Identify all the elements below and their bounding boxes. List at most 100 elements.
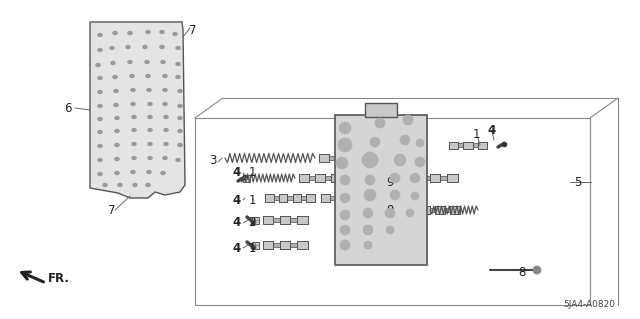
Circle shape	[370, 137, 380, 147]
Bar	[252, 217, 259, 224]
Bar	[280, 241, 291, 249]
Circle shape	[386, 226, 394, 234]
Circle shape	[364, 189, 376, 201]
Ellipse shape	[163, 128, 168, 132]
Text: 6: 6	[64, 101, 72, 115]
Circle shape	[375, 118, 385, 128]
Bar	[274, 196, 279, 200]
Bar	[472, 144, 478, 146]
Circle shape	[411, 192, 419, 200]
Ellipse shape	[159, 45, 164, 49]
Polygon shape	[90, 22, 185, 198]
Bar	[435, 206, 445, 214]
Text: FR.: FR.	[48, 272, 70, 286]
Text: 4: 4	[233, 241, 241, 255]
Ellipse shape	[95, 63, 100, 67]
Ellipse shape	[97, 104, 102, 108]
Bar	[351, 154, 361, 162]
Ellipse shape	[125, 45, 131, 49]
Bar	[365, 103, 397, 117]
Text: 4: 4	[233, 167, 241, 180]
Bar	[273, 243, 280, 247]
Bar	[335, 194, 344, 202]
Text: 9: 9	[387, 204, 394, 217]
Text: 9: 9	[387, 176, 394, 189]
Ellipse shape	[161, 60, 166, 64]
Bar	[299, 174, 309, 182]
Ellipse shape	[163, 74, 168, 78]
Ellipse shape	[145, 183, 150, 187]
Ellipse shape	[97, 90, 102, 94]
Circle shape	[415, 157, 425, 167]
Bar	[280, 216, 291, 224]
Ellipse shape	[163, 142, 168, 146]
Ellipse shape	[118, 183, 122, 187]
Ellipse shape	[97, 117, 102, 121]
Ellipse shape	[175, 46, 180, 50]
Text: 4: 4	[233, 217, 241, 229]
Text: 8: 8	[518, 265, 525, 278]
Circle shape	[340, 210, 350, 220]
Ellipse shape	[97, 158, 102, 162]
Bar	[252, 241, 259, 249]
Ellipse shape	[143, 45, 147, 49]
Ellipse shape	[175, 75, 180, 79]
Bar	[420, 206, 429, 214]
Ellipse shape	[127, 31, 132, 35]
Ellipse shape	[147, 88, 152, 92]
Bar	[265, 194, 274, 202]
Ellipse shape	[163, 88, 168, 92]
Circle shape	[340, 240, 350, 250]
Bar	[262, 216, 273, 224]
Text: 4: 4	[488, 123, 496, 137]
Ellipse shape	[97, 33, 102, 37]
Ellipse shape	[147, 170, 152, 174]
Circle shape	[364, 241, 372, 249]
Circle shape	[385, 208, 395, 218]
Circle shape	[339, 122, 351, 134]
Text: 5: 5	[574, 175, 582, 189]
Bar	[478, 142, 487, 149]
Bar	[429, 208, 435, 212]
Ellipse shape	[177, 104, 182, 108]
Bar	[301, 196, 307, 200]
Circle shape	[362, 152, 378, 168]
Ellipse shape	[129, 74, 134, 78]
Ellipse shape	[177, 89, 182, 93]
Bar	[273, 218, 280, 222]
Ellipse shape	[131, 170, 136, 174]
Ellipse shape	[131, 115, 136, 119]
Bar	[423, 176, 429, 180]
Bar	[291, 218, 297, 222]
Circle shape	[400, 135, 410, 145]
Text: 5JA4-A0820: 5JA4-A0820	[563, 300, 615, 309]
Bar	[315, 174, 325, 182]
Text: 3: 3	[209, 153, 217, 167]
Ellipse shape	[97, 76, 102, 80]
Bar	[321, 194, 330, 202]
Ellipse shape	[115, 116, 120, 120]
Circle shape	[336, 157, 348, 169]
Bar	[463, 142, 472, 149]
Ellipse shape	[177, 129, 182, 133]
Ellipse shape	[113, 103, 118, 107]
Ellipse shape	[115, 171, 120, 175]
Ellipse shape	[159, 30, 164, 34]
Circle shape	[416, 139, 424, 147]
Text: 7: 7	[108, 204, 116, 217]
Ellipse shape	[115, 129, 120, 133]
Bar	[429, 174, 440, 182]
Ellipse shape	[145, 60, 150, 64]
Circle shape	[406, 209, 414, 217]
Text: 1: 1	[248, 194, 256, 206]
Bar	[297, 216, 307, 224]
Circle shape	[338, 138, 352, 152]
Ellipse shape	[97, 172, 102, 176]
Ellipse shape	[97, 144, 102, 148]
Bar	[262, 241, 273, 249]
Circle shape	[394, 154, 406, 166]
Ellipse shape	[145, 74, 150, 78]
Circle shape	[340, 225, 350, 235]
Ellipse shape	[147, 128, 152, 132]
Bar	[309, 176, 315, 180]
